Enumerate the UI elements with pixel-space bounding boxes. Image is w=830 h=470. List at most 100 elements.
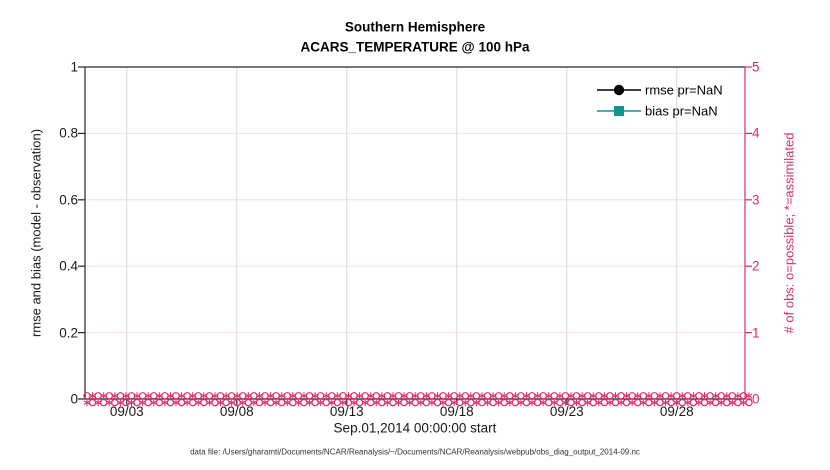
obs-possible-marker [522, 398, 531, 407]
obs-possible-marker [450, 392, 458, 400]
obs-possible-marker [661, 392, 670, 400]
obs-possible-marker [105, 392, 113, 400]
right-y-tick-label: 3 [752, 192, 760, 208]
obs-possible-marker [506, 392, 514, 400]
obs-possible-marker [205, 392, 214, 400]
right-y-tick-label: 4 [752, 125, 760, 141]
obs-possible-marker [344, 398, 353, 407]
obs-possible-marker [489, 398, 497, 407]
obs-possible-marker [528, 392, 536, 400]
obs-possible-marker [88, 398, 97, 407]
obs-possible-marker [394, 392, 403, 400]
obs-possible-marker [550, 392, 558, 400]
obs-possible-marker [405, 392, 414, 400]
obs-possible-marker [433, 398, 442, 407]
obs-possible-marker [589, 398, 597, 407]
obs-possible-marker [94, 392, 102, 400]
chart-title-line2: ACARS_TEMPERATURE @ 100 hPa [300, 39, 530, 55]
x-tick-label: 09/23 [549, 404, 584, 419]
left-y-tick-label: 0.4 [59, 258, 78, 274]
obs-possible-marker [600, 398, 609, 407]
obs-possible-marker [428, 392, 436, 400]
obs-possible-marker [188, 398, 197, 407]
obs-possible-marker [272, 392, 280, 400]
obs-possible-marker [389, 398, 397, 407]
obs-possible-marker [439, 392, 447, 400]
obs-possible-marker [133, 398, 141, 407]
obs-possible-marker [639, 392, 648, 400]
obs-possible-marker [361, 392, 369, 400]
obs-possible-marker [150, 392, 158, 400]
x-tick-label: 09/03 [109, 404, 144, 419]
left-y-tick-label: 0 [70, 391, 78, 407]
left-y-tick-label: 0.8 [59, 125, 78, 141]
obs-possible-marker [83, 392, 91, 400]
obs-possible-marker [684, 392, 692, 400]
obs-possible-marker [556, 398, 564, 407]
left-y-tick-label: 1 [70, 59, 78, 75]
obs-possible-marker [567, 398, 575, 407]
obs-possible-marker [611, 398, 620, 407]
obs-possible-marker [305, 392, 314, 400]
obs-possible-marker [144, 398, 152, 407]
x-tick-label: 09/18 [439, 404, 474, 419]
obs-possible-marker [183, 392, 191, 400]
obs-possible-marker [367, 398, 375, 407]
obs-possible-marker [572, 392, 581, 400]
right-y-tick-label: 5 [752, 59, 760, 75]
obs-possible-marker [378, 398, 386, 407]
right-y-tick-label: 2 [752, 258, 760, 274]
obs-possible-marker [645, 398, 653, 407]
obs-possible-marker [372, 392, 380, 400]
obs-possible-marker [127, 392, 136, 400]
obs-possible-marker [595, 392, 603, 400]
chart-title-line1: Southern Hemisphere [344, 19, 486, 35]
obs-possible-marker [628, 392, 636, 400]
obs-possible-marker [678, 398, 686, 407]
obs-possible-marker [711, 398, 720, 407]
obs-possible-marker [606, 392, 614, 400]
obs-possible-marker [194, 392, 202, 400]
obs-possible-marker [339, 392, 347, 400]
obs-possible-marker [266, 398, 275, 407]
obs-possible-marker [211, 398, 219, 407]
obs-possible-marker [734, 398, 742, 407]
obs-possible-marker [472, 392, 481, 400]
obs-possible-marker [350, 392, 358, 400]
obs-possible-marker [578, 398, 586, 407]
obs-possible-marker [467, 398, 475, 407]
obs-possible-marker [545, 398, 553, 407]
obs-possible-marker [723, 398, 731, 407]
obs-possible-marker [617, 392, 625, 400]
x-tick-label: 09/08 [219, 404, 254, 419]
obs-possible-marker [583, 392, 592, 400]
obs-possible-marker [311, 398, 319, 407]
obs-possible-marker [383, 392, 392, 400]
left-y-tick-label: 0.2 [59, 325, 78, 341]
obs-possible-marker [656, 398, 664, 407]
obs-possible-marker [517, 392, 525, 400]
obs-possible-marker [283, 392, 291, 400]
x-tick-label: 09/13 [329, 404, 364, 419]
obs-possible-marker [422, 398, 431, 407]
right-y-axis-label: # of obs: o=possible; *=assimilated [781, 132, 797, 334]
legend-entry-bias: bias pr=NaN [645, 103, 718, 119]
obs-possible-marker [239, 392, 247, 400]
obs-possible-marker [539, 392, 547, 400]
x-axis-label: Sep.01,2014 00:00:00 start [333, 420, 497, 436]
obs-possible-marker [166, 398, 175, 407]
obs-possible-marker [250, 392, 258, 400]
obs-possible-marker [116, 392, 125, 400]
obs-possible-marker [511, 398, 520, 407]
obs-possible-marker [478, 398, 486, 407]
obs-possible-marker [355, 398, 364, 407]
obs-possible-marker [689, 398, 698, 407]
obs-possible-marker [294, 392, 303, 400]
obs-possible-marker [717, 392, 725, 400]
right-y-tick-label: 1 [752, 325, 760, 341]
obs-possible-marker [700, 398, 709, 407]
obs-possible-marker [278, 398, 286, 407]
obs-possible-marker [695, 392, 703, 400]
obs-possible-marker [728, 392, 737, 400]
